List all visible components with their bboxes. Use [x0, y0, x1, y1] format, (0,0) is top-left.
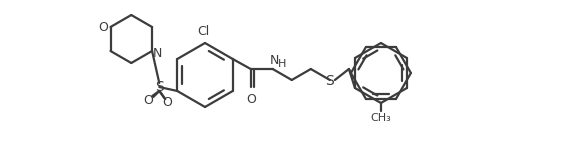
- Text: O: O: [162, 97, 172, 110]
- Text: H: H: [278, 59, 286, 69]
- Text: CH₃: CH₃: [370, 113, 391, 123]
- Text: O: O: [246, 93, 256, 106]
- Text: Cl: Cl: [197, 25, 209, 38]
- Text: S: S: [325, 74, 334, 88]
- Text: N: N: [153, 47, 162, 60]
- Text: N: N: [270, 54, 279, 67]
- Text: O: O: [99, 21, 109, 34]
- Text: S: S: [155, 80, 164, 94]
- Text: O: O: [144, 95, 153, 108]
